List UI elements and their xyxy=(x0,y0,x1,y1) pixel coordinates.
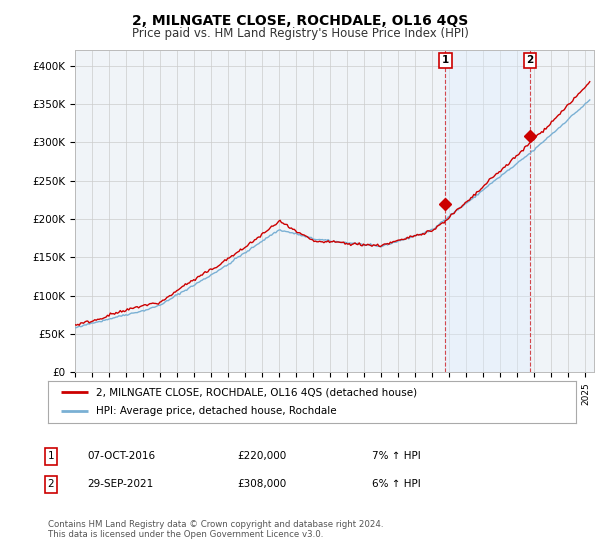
Text: 1: 1 xyxy=(442,55,449,65)
Text: 07-OCT-2016: 07-OCT-2016 xyxy=(87,451,155,461)
Bar xyxy=(445,50,530,372)
Text: Contains HM Land Registry data © Crown copyright and database right 2024.
This d: Contains HM Land Registry data © Crown c… xyxy=(48,520,383,539)
Text: 29-SEP-2021: 29-SEP-2021 xyxy=(87,479,153,489)
Text: £308,000: £308,000 xyxy=(237,479,286,489)
Text: Price paid vs. HM Land Registry's House Price Index (HPI): Price paid vs. HM Land Registry's House … xyxy=(131,27,469,40)
Text: 2, MILNGATE CLOSE, ROCHDALE, OL16 4QS (detached house): 2, MILNGATE CLOSE, ROCHDALE, OL16 4QS (d… xyxy=(95,387,416,397)
Text: 1: 1 xyxy=(47,451,55,461)
Text: 7% ↑ HPI: 7% ↑ HPI xyxy=(372,451,421,461)
Text: 2: 2 xyxy=(527,55,534,65)
Text: £220,000: £220,000 xyxy=(237,451,286,461)
Text: HPI: Average price, detached house, Rochdale: HPI: Average price, detached house, Roch… xyxy=(95,407,336,417)
Text: 2, MILNGATE CLOSE, ROCHDALE, OL16 4QS: 2, MILNGATE CLOSE, ROCHDALE, OL16 4QS xyxy=(132,14,468,28)
Text: 2: 2 xyxy=(47,479,55,489)
Text: 6% ↑ HPI: 6% ↑ HPI xyxy=(372,479,421,489)
